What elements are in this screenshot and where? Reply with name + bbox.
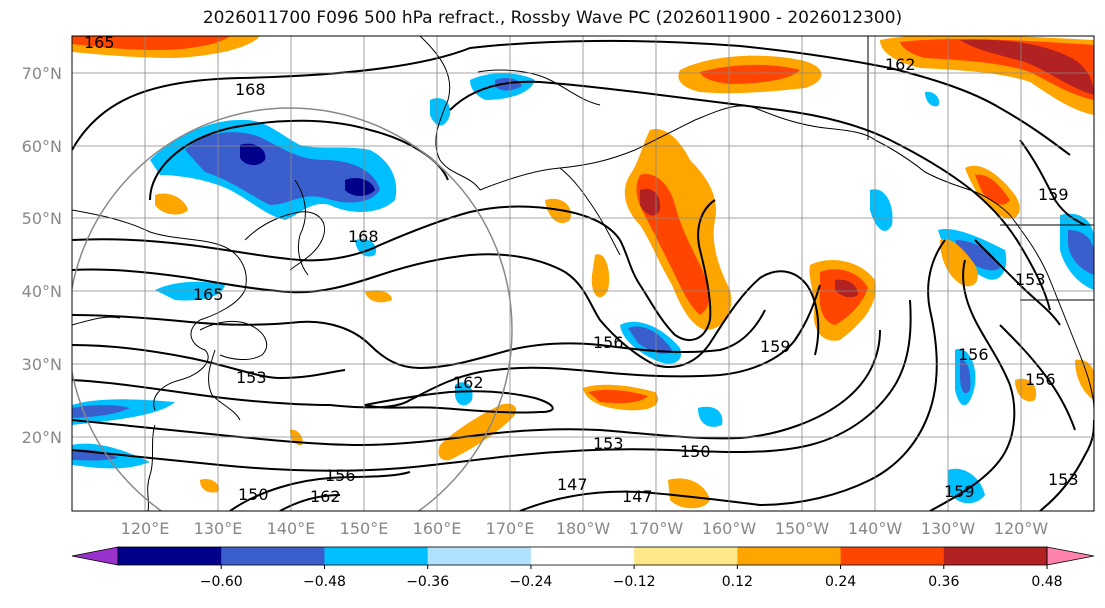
contour-label: 162 [453, 373, 484, 392]
colorbar: −0.60 −0.48 −0.36 −0.24 −0.12 0.12 0.24 0.36 0.4… [71, 546, 1095, 590]
lat-label: 20°N [22, 428, 62, 447]
colorbar-tick-label: 0.24 [825, 574, 856, 590]
lon-label: 140°E [267, 519, 316, 538]
contour-label: 156 [325, 466, 356, 485]
colorbar-segment [737, 547, 842, 565]
contour-label: 156 [958, 345, 989, 364]
colorbar-segment [634, 547, 738, 565]
lon-label: 150°W [775, 519, 830, 538]
contour-label: 165 [84, 33, 115, 52]
colorbar-segment [118, 547, 222, 565]
colorbar-segment [427, 547, 532, 565]
contour-label: 159 [944, 482, 975, 501]
colorbar-segment [530, 547, 635, 565]
map-title: 2026011700 F096 500 hPa refract., Rossby… [202, 8, 903, 28]
colorbar-tick-label: −0.36 [406, 574, 449, 590]
contour-label: 165 [193, 285, 224, 304]
contour-labels: 168 168 165 162 162 159 159 159 156 156 … [84, 33, 1079, 506]
contour-label: 168 [348, 227, 379, 246]
colorbar-tick-label: −0.48 [303, 574, 346, 590]
latitude-axis: 70°N 60°N 50°N 40°N 30°N 20°N [22, 64, 62, 447]
contour-label: 162 [885, 55, 916, 74]
range-circle [72, 107, 513, 511]
colorbar-tick-label: 0.48 [1031, 574, 1062, 590]
lon-label: 130°W [921, 519, 976, 538]
colorbar-segment [221, 547, 325, 565]
lat-label: 60°N [22, 137, 62, 156]
contour-label: 162 [310, 487, 341, 506]
lon-label: 120°E [121, 519, 170, 538]
graticule [72, 36, 1094, 511]
contour-label: 153 [1015, 270, 1046, 289]
contour-label: 159 [1038, 185, 1069, 204]
contour-label: 153 [236, 368, 267, 387]
contour-label: 156 [593, 333, 624, 352]
lon-label: 170°W [629, 519, 684, 538]
contour-label: 150 [238, 485, 269, 504]
lon-label: 160°W [702, 519, 757, 538]
lat-label: 70°N [22, 64, 62, 83]
colorbar-segment [943, 547, 1048, 565]
colorbar-tick-label: 0.12 [722, 574, 753, 590]
contour-label: 168 [235, 80, 266, 99]
colorbar-tick-label: −0.12 [613, 574, 656, 590]
colorbar-segment [324, 547, 429, 565]
lon-label: 120°W [994, 519, 1049, 538]
coastlines [72, 36, 1094, 511]
refractivity-contours [72, 39, 1094, 511]
lon-label: 130°E [194, 519, 243, 538]
lon-label: 160°E [413, 519, 462, 538]
contour-label: 159 [760, 337, 791, 356]
lat-label: 30°N [22, 355, 62, 374]
colorbar-tick-label: −0.60 [200, 574, 243, 590]
colorbar-segment [840, 547, 945, 565]
contour-label: 153 [593, 434, 624, 453]
lat-label: 50°N [22, 209, 62, 228]
lon-label: 180°W [556, 519, 611, 538]
contour-label: 153 [1048, 470, 1079, 489]
colorbar-tick-label: 0.36 [928, 574, 959, 590]
contour-label: 147 [622, 487, 653, 506]
contour-label: 147 [557, 475, 588, 494]
colorbar-extend-low [71, 546, 119, 566]
lon-label: 140°W [848, 519, 903, 538]
lat-label: 40°N [22, 282, 62, 301]
longitude-axis: 120°E 130°E 140°E 150°E 160°E 170°E 180°… [121, 519, 1049, 538]
colorbar-outline [117, 546, 1048, 566]
lon-label: 170°E [486, 519, 535, 538]
lon-label: 150°E [340, 519, 389, 538]
anomaly-shading [72, 36, 1094, 509]
contour-label: 150 [680, 442, 711, 461]
colorbar-extend-high [1046, 546, 1095, 566]
contour-label: 156 [1025, 370, 1056, 389]
colorbar-tick-label: −0.24 [509, 574, 552, 590]
map-frame [71, 35, 1095, 512]
